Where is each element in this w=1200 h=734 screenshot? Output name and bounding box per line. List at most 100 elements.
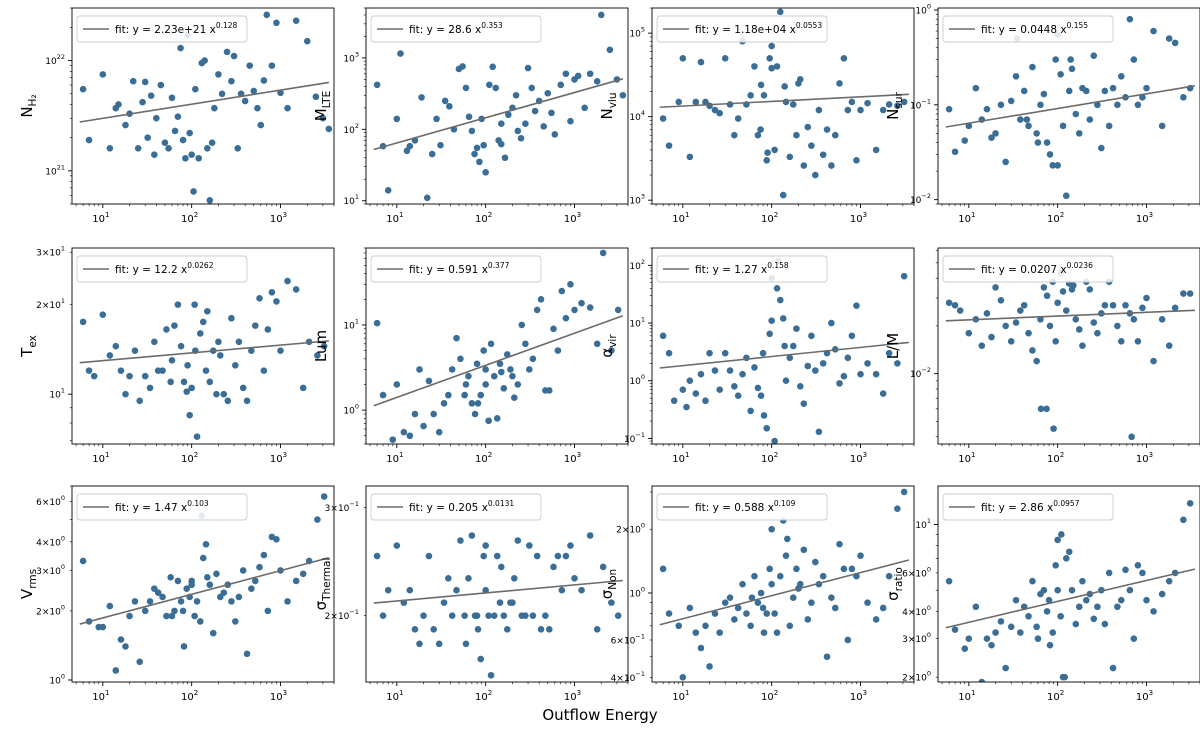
data-point xyxy=(1029,63,1036,71)
data-point xyxy=(418,94,425,101)
y-tick-exponent: −1 xyxy=(349,608,359,616)
data-point xyxy=(510,575,518,582)
data-point xyxy=(477,391,485,399)
data-point xyxy=(325,125,333,133)
x-tick-exponent: 1 xyxy=(971,689,975,697)
data-point xyxy=(757,392,765,400)
data-point xyxy=(471,150,478,158)
data-point xyxy=(978,678,986,682)
data-point xyxy=(1057,70,1064,78)
data-point xyxy=(1082,87,1090,95)
data-point xyxy=(739,580,746,588)
data-point xyxy=(771,610,778,617)
panel-2: 101 102 103 101 102 103 MLTE fit: y = 28.6 x0.3… xyxy=(312,7,629,225)
y-tick-label: 3×10−1 xyxy=(325,500,359,514)
data-point xyxy=(482,366,489,373)
data-point xyxy=(670,397,678,405)
data-point xyxy=(480,552,487,560)
data-point xyxy=(320,342,328,350)
data-point xyxy=(1090,319,1098,326)
legend-box xyxy=(942,493,1114,521)
data-point xyxy=(406,432,414,440)
data-point xyxy=(134,145,142,152)
data-point xyxy=(188,384,195,392)
data-point xyxy=(1054,536,1061,544)
data-point xyxy=(106,145,114,152)
data-point xyxy=(122,121,129,129)
y-axis-label-subscript: ex xyxy=(27,335,39,348)
data-point xyxy=(1072,316,1080,323)
data-point xyxy=(292,286,300,293)
data-point xyxy=(480,141,487,149)
data-point xyxy=(766,565,773,573)
data-point xyxy=(1037,101,1044,109)
y-tick-label: 2×100 xyxy=(902,670,931,684)
y-tick-label: 2×101 xyxy=(36,297,65,311)
y-tick-label: 100 xyxy=(49,672,65,686)
data-point xyxy=(1059,288,1067,295)
data-point xyxy=(487,671,495,679)
data-point xyxy=(487,340,495,348)
y-tick-exponent: 0 xyxy=(61,672,65,680)
data-point xyxy=(679,386,687,393)
data-point xyxy=(951,626,959,633)
data-point xyxy=(1029,577,1036,585)
data-point xyxy=(248,347,255,355)
data-point xyxy=(195,154,202,162)
legend-label: fit: y = 2.23e+21 x0.128 xyxy=(115,21,238,36)
data-point xyxy=(988,134,995,142)
data-point xyxy=(273,536,280,543)
data-point xyxy=(204,574,211,581)
data-point xyxy=(697,370,705,378)
data-point xyxy=(177,598,185,605)
data-point xyxy=(885,349,893,357)
data-point xyxy=(1033,130,1040,137)
data-point xyxy=(90,372,98,380)
data-point xyxy=(1143,596,1150,604)
x-tick-label: 103 xyxy=(564,689,581,703)
data-point xyxy=(983,105,991,113)
data-point xyxy=(1040,586,1048,594)
data-point xyxy=(400,428,408,436)
data-point xyxy=(1062,192,1070,200)
data-point xyxy=(665,349,673,357)
data-point xyxy=(273,19,280,27)
data-point xyxy=(517,134,525,142)
data-point xyxy=(545,387,553,394)
legend-exponent: 0.109 xyxy=(774,499,796,508)
data-point xyxy=(550,325,557,333)
x-tick-exponent: 1 xyxy=(399,689,403,697)
data-point xyxy=(782,98,790,106)
data-point xyxy=(522,120,529,127)
data-point xyxy=(768,317,775,324)
data-point xyxy=(1171,304,1179,312)
data-point xyxy=(529,612,537,619)
legend-exponent: 0.353 xyxy=(481,21,503,30)
data-point xyxy=(1068,65,1076,73)
data-point xyxy=(292,17,300,25)
data-point xyxy=(186,411,193,419)
data-point xyxy=(848,332,856,340)
data-point xyxy=(473,360,481,368)
data-point xyxy=(411,410,419,418)
data-point xyxy=(1165,342,1173,350)
data-point xyxy=(99,311,107,318)
axes-frame xyxy=(937,7,1200,205)
y-tick-label: 4×100 xyxy=(36,534,65,548)
data-point xyxy=(734,115,742,122)
data-point xyxy=(692,629,700,636)
data-point xyxy=(1037,405,1045,413)
data-point xyxy=(122,390,129,398)
x-tick-label: 101 xyxy=(92,689,109,703)
legend-label: fit: y = 0.591 x0.377 xyxy=(409,261,510,276)
data-point xyxy=(776,296,784,304)
x-tick-label: 102 xyxy=(1047,689,1064,703)
scatter-points xyxy=(659,257,908,444)
data-point xyxy=(260,77,268,84)
data-point xyxy=(1180,290,1187,297)
data-point xyxy=(1186,290,1194,297)
data-point xyxy=(706,663,713,670)
y-axis-label: σThermal xyxy=(312,558,333,611)
data-point xyxy=(578,299,585,307)
